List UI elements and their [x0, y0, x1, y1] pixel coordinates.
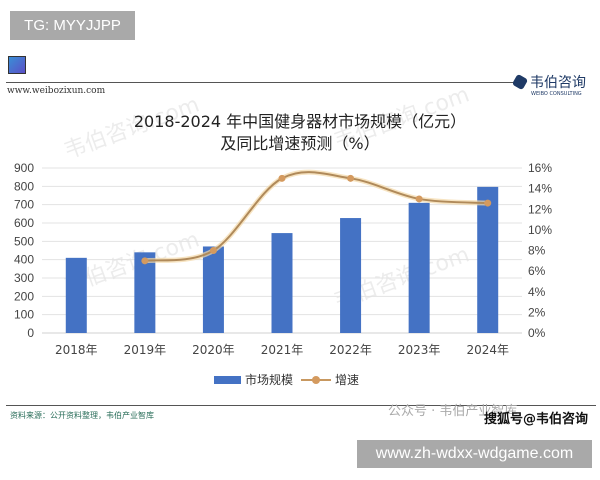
left-tick-label: 100	[14, 308, 34, 322]
legend-bar-swatch	[214, 375, 241, 384]
growth-point	[347, 174, 355, 182]
left-tick-label: 400	[14, 253, 34, 267]
right-tick-label: 16%	[528, 161, 552, 175]
header-divider	[6, 82, 514, 83]
logo-en: WEIBO CONSULTING	[531, 91, 582, 97]
sohu-watermark: 搜狐号@韦伯咨询	[484, 412, 589, 427]
x-tick-label: 2021年	[261, 343, 304, 357]
wechat-watermark: 公众号 · 韦伯产业智库	[388, 404, 518, 419]
chart-svg: 0 100 200 300 400 500 600 700 800 900 0% 2% 4% 6% 8% 10…	[14, 161, 552, 357]
left-tick-label: 200	[14, 289, 34, 303]
legend-bar-label: 市场规模	[245, 373, 294, 387]
chart-title-line2: 及同比增速预测（%）	[220, 134, 380, 153]
x-tick-label: 2022年	[329, 343, 372, 357]
chart-title-line1: 2018-2024 年中国健身器材市场规模（亿元）	[133, 112, 467, 131]
x-tick-label: 2024年	[466, 343, 509, 357]
bar	[408, 202, 430, 333]
legend-line-label: 增速	[335, 373, 360, 387]
growth-point	[415, 195, 423, 203]
right-tick-label: 4%	[528, 285, 546, 299]
site-watermark: www.zh-wdxx-wdgame.com	[357, 440, 592, 468]
growth-line	[144, 171, 488, 262]
left-tick-label: 700	[14, 198, 34, 212]
footer-divider	[6, 405, 596, 406]
right-tick-label: 14%	[528, 182, 552, 196]
x-tick-label: 2020年	[192, 343, 235, 357]
legend: 市场规模 增速	[214, 371, 359, 388]
bar	[65, 257, 87, 333]
right-tick-label: 12%	[528, 202, 552, 216]
bar	[340, 218, 362, 333]
left-tick-label: 500	[14, 234, 34, 248]
left-tick-label: 900	[14, 161, 34, 175]
right-tick-label: 2%	[528, 305, 546, 319]
right-tick-label: 8%	[528, 244, 546, 258]
left-tick-label: 800	[14, 179, 34, 193]
right-tick-label: 0%	[528, 326, 546, 340]
left-tick-label: 300	[14, 271, 34, 285]
bar	[134, 252, 156, 333]
header-url: www.weibozixun.com	[7, 86, 106, 96]
right-tick-label: 10%	[528, 223, 552, 237]
right-tick-label: 6%	[528, 264, 546, 278]
x-tick-label: 2023年	[398, 343, 441, 357]
bar	[477, 186, 499, 333]
growth-point	[278, 174, 286, 182]
header-square-icon	[8, 56, 26, 74]
line-glow	[144, 169, 488, 264]
tg-label: TG: MYYJJPP	[10, 11, 135, 40]
growth-point	[209, 247, 217, 254]
x-tick-label: 2019年	[124, 343, 167, 357]
bar	[271, 233, 293, 333]
left-tick-label: 600	[14, 216, 34, 230]
left-tick-label: 0	[27, 326, 34, 340]
x-tick-label: 2018年	[55, 343, 98, 357]
logo-cn: 韦伯咨询	[530, 75, 586, 91]
legend-line-swatch	[301, 375, 332, 384]
bar	[202, 246, 224, 333]
growth-point	[484, 199, 492, 207]
source-text: 资料来源：公开资料整理，韦伯产业智库	[10, 411, 154, 420]
growth-point	[141, 257, 149, 265]
